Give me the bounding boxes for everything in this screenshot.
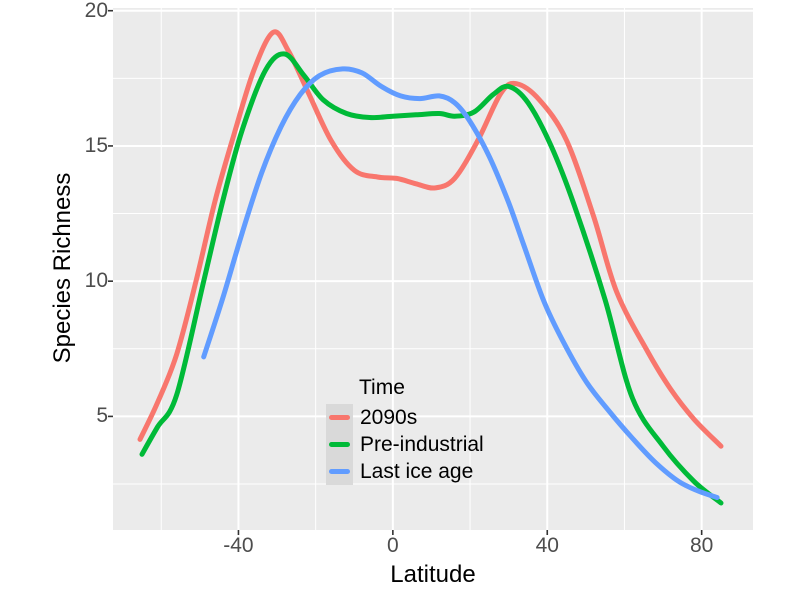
x-tick-label: 80 bbox=[689, 534, 714, 557]
x-tick-label: -40 bbox=[223, 534, 254, 557]
y-tick-label: 20 bbox=[84, 0, 108, 22]
legend-item-label: 2090s bbox=[360, 405, 418, 429]
legend-line-swatch-icon bbox=[329, 415, 350, 420]
y-axis-title: Species Richness bbox=[49, 172, 76, 364]
legend-item-last-ice-age: Last ice age bbox=[326, 458, 484, 485]
legend-key bbox=[326, 431, 353, 458]
legend-item-label: Pre-industrial bbox=[360, 432, 484, 456]
legend-item-2090s: 2090s bbox=[326, 404, 484, 431]
legend-key bbox=[326, 404, 353, 431]
series-line-pre-industrial bbox=[139, 51, 724, 506]
y-tick-label: 15 bbox=[84, 133, 108, 157]
legend-item-pre-industrial: Pre-industrial bbox=[326, 431, 484, 458]
x-tick-label: 40 bbox=[535, 534, 559, 557]
y-tick-label: 10 bbox=[84, 269, 108, 293]
legend-title: Time bbox=[359, 376, 405, 399]
series-line-2090s bbox=[137, 29, 724, 449]
x-tick-label: 0 bbox=[387, 534, 399, 557]
legend-key bbox=[326, 458, 353, 485]
x-axis-title: Latitude bbox=[390, 561, 476, 588]
y-tick-label: 5 bbox=[96, 404, 108, 428]
series-line-last-ice-age bbox=[201, 66, 720, 500]
legend: Time 2090s Pre-industrial Last ice age bbox=[326, 376, 484, 485]
legend-item-label: Last ice age bbox=[360, 459, 474, 483]
legend-line-swatch-icon bbox=[329, 442, 350, 447]
legend-line-swatch-icon bbox=[329, 469, 350, 474]
